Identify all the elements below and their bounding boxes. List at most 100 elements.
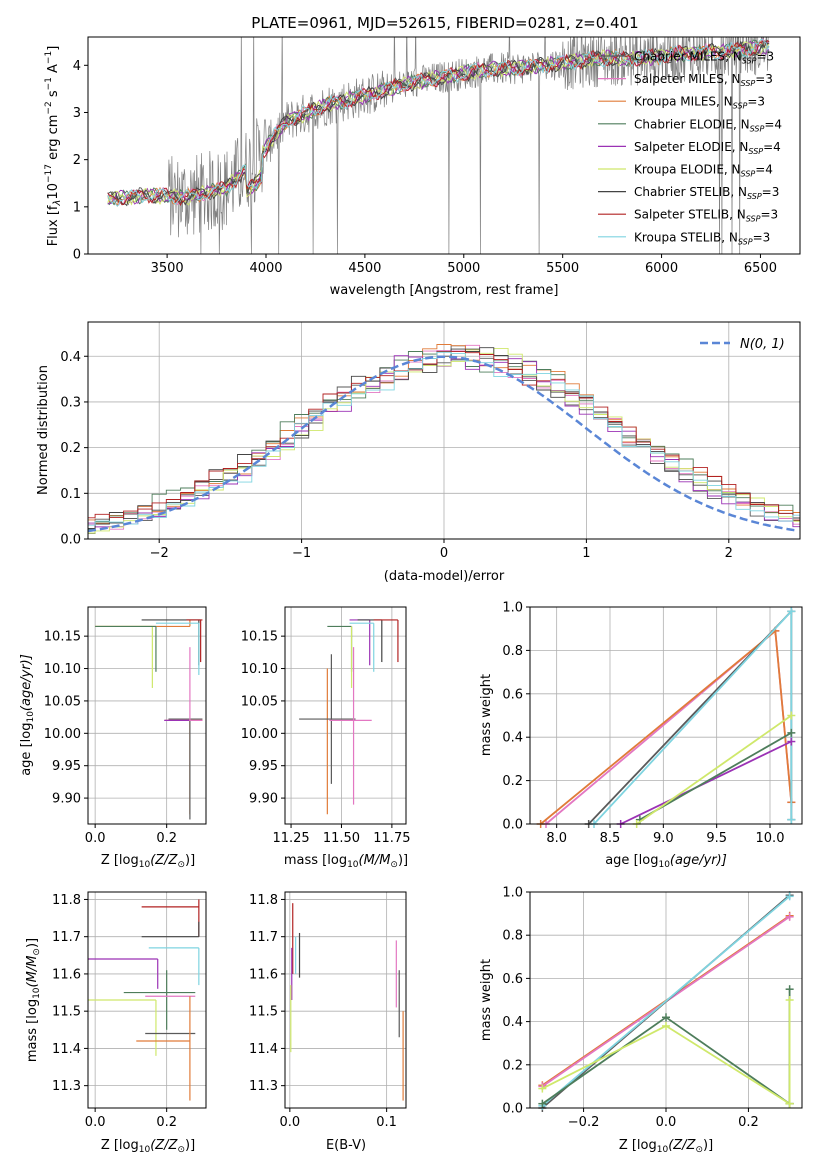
age-mass-ytick-label: 10.05: [241, 694, 278, 709]
weight-age-ytick-label: 1.0: [502, 601, 523, 616]
mass-z-xlabel: Z [log10(Z/Z⊙)]: [101, 1138, 195, 1155]
age-z-ytick-label: 9.95: [52, 759, 81, 774]
spectrum-ytick-label: 4: [73, 59, 81, 74]
residual-histogram: [88, 347, 800, 534]
residual-panel: −2 −1 0 1 2 0.0 0.1 0.2 0.3 0.4 N(0, 1) (data-mod…: [36, 321, 801, 584]
residual-ytick-label: 0.1: [60, 487, 81, 502]
spectrum-ylabel: Flux [fλ10−17 erg cm−2 s−1 A−1]: [44, 46, 63, 247]
weight-age-xtick-label: 8.5: [600, 831, 621, 846]
age-z-ytick-label: 10.10: [44, 662, 81, 677]
spectrum-xtick-label: 6500: [744, 261, 777, 276]
weight-age-xlabel: age [log10(age/yr)]: [605, 853, 727, 870]
age-z-errorbar: [95, 625, 157, 672]
residual-ytick-label: 0.0: [60, 533, 81, 548]
weight-z-ytick-label: 0.6: [502, 972, 523, 987]
spectrum-xtick-label: 5500: [546, 261, 579, 276]
spectrum-ytick-label: 0: [73, 248, 81, 263]
weight-age-series-line: [639, 732, 792, 821]
age-vs-metallicity-panel: 0.0 0.2 9.90 9.95 10.00 10.05 10.10 10.15: [44, 606, 207, 846]
weight-age-xtick-label: 8.0: [546, 831, 567, 846]
age-z-ylabel: age [log10(age/yr)]: [19, 654, 36, 776]
legend-entry: Kroupa STELIB, NSSP=3: [634, 230, 770, 246]
residual-xtick-label: −1: [292, 546, 311, 561]
age-mass-axes: [285, 607, 406, 824]
weight-z-marker: [785, 1099, 794, 1108]
weight-age-marker: [787, 607, 796, 616]
weight-z-ytick-label: 1.0: [502, 886, 523, 901]
spectrum-xtick-label: 4000: [249, 261, 282, 276]
figure-title: PLATE=0961, MJD=52615, FIBERID=0281, z=0…: [251, 14, 638, 32]
weight-age-ytick-label: 0.6: [502, 687, 523, 702]
residual-xtick-label: −2: [150, 546, 169, 561]
weight-z-xtick-label: 0.0: [656, 1115, 677, 1130]
spectrum-xtick-label: 6000: [645, 261, 678, 276]
residual-histogram: [88, 344, 800, 530]
residual-xtick-label: 0: [440, 546, 448, 561]
residual-ytick-label: 0.3: [60, 395, 81, 410]
residual-ticks: −2 −1 0 1 2 0.0 0.1 0.2 0.3 0.4: [60, 350, 733, 561]
weight-age-marker: [787, 728, 796, 737]
weight-z-ytick-label: 0.0: [502, 1102, 523, 1117]
age-z-errorbar: [155, 622, 200, 676]
weight-z-ylabel: mass weight: [479, 959, 494, 1041]
weight-z-series-line: [541, 895, 791, 1107]
age-mass-errorbar: [299, 654, 356, 784]
weight-z-marker: [662, 1013, 670, 1022]
age-mass-xlabel: mass [log10(M/M⊙)]: [284, 853, 408, 870]
spectrum-xtick-label: 4500: [348, 261, 381, 276]
legend-entry: Kroupa MILES, NSSP=3: [634, 95, 765, 111]
mass-ebv-ytick-label: 11.8: [249, 893, 278, 908]
age-mass-ytick-label: 10.10: [241, 662, 278, 677]
mass-ebv-xtick-label: 0.1: [376, 1115, 397, 1130]
residual-xlabel: (data-model)/error: [384, 569, 505, 584]
mass-ebv-ytick-label: 11.3: [249, 1079, 278, 1094]
mass-z-xtick-label: 0.0: [85, 1115, 106, 1130]
residual-plot-area: [88, 344, 800, 534]
mass-z-errorbar: [141, 921, 200, 938]
age-mass-ytick-label: 10.15: [241, 630, 278, 645]
mass-ebv-ytick-label: 11.5: [249, 1005, 278, 1020]
residual-histogram: [88, 345, 800, 534]
mass-z-ytick-label: 11.4: [52, 1042, 81, 1057]
spectrum-xtick-label: 5000: [447, 261, 480, 276]
weight-age-marker: [787, 737, 796, 746]
residual-ytick-label: 0.4: [60, 350, 81, 365]
mass-z-errorbar: [88, 958, 159, 989]
weight-z-ytick-label: 0.8: [502, 929, 523, 944]
mass-ebv-ytick-label: 11.6: [249, 967, 278, 982]
mass-z-errorbar: [88, 999, 157, 1056]
weight-age-xtick-label: 9.0: [653, 831, 674, 846]
mass-z-ytick-label: 11.5: [52, 1005, 81, 1020]
legend-entry: Kroupa ELODIE, NSSP=4: [634, 163, 773, 179]
weight-age-marker: [787, 711, 796, 720]
spectrum-ytick-label: 3: [73, 106, 81, 121]
weight-z-marker: [785, 912, 794, 921]
mass-ebv-xlabel: E(B-V): [326, 1138, 366, 1153]
spectrum-plot-area: [107, 37, 770, 254]
legend-entry: Chabrier ELODIE, NSSP=4: [634, 117, 782, 133]
residual-ylabel: Normed distribution: [36, 365, 51, 495]
age-z-xtick-label: 0.2: [156, 831, 177, 846]
weight-age-axes: [530, 607, 802, 824]
residual-xtick-label: 2: [725, 546, 733, 561]
mass-z-ytick-label: 11.8: [52, 893, 81, 908]
spectrum-ytick-label: 1: [73, 200, 81, 215]
mass-vs-metallicity-panel: 0.0 0.2 11.3 11.4 11.5 11.6 11.7 11.8: [52, 891, 207, 1130]
age-z-ytick-label: 10.00: [44, 727, 81, 742]
age-z-ytick-label: 10.15: [44, 630, 81, 645]
mass-ebv-xtick-label: 0.0: [279, 1115, 300, 1130]
spectrum-legend: Chabrier MILES, NSSP=3 Salpeter MILES, NS…: [598, 50, 782, 246]
gaussian-legend-label: N(0, 1): [740, 337, 785, 352]
mass-z-ytick-label: 11.6: [52, 967, 81, 982]
weight-z-marker: [785, 985, 794, 994]
mass-ebv-ytick-label: 11.7: [249, 930, 278, 945]
age-mass-xtick-label: 11.50: [323, 831, 360, 846]
residual-ytick-label: 0.2: [60, 441, 81, 456]
spectrum-model-line: [107, 39, 770, 207]
weight-age-marker: [787, 815, 796, 824]
weight-vs-metallicity-panel: −0.2 0.0 0.2 0.0 0.2 0.4 0.6 0.8 1.0: [502, 886, 803, 1130]
age-z-ytick-label: 9.90: [52, 792, 81, 807]
weight-z-marker: [538, 1099, 547, 1108]
spectrum-model-line: [107, 39, 770, 207]
